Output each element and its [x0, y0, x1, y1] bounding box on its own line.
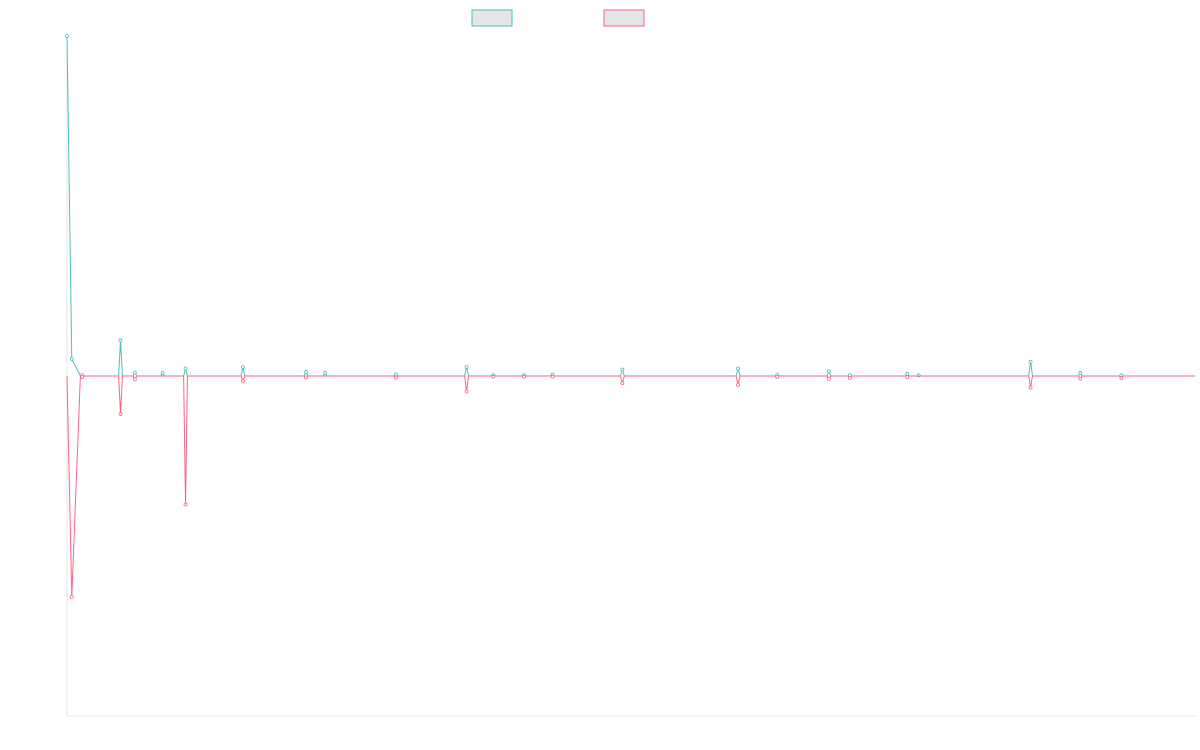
data-point	[132, 377, 137, 382]
data-point	[848, 376, 852, 380]
data-point	[1028, 359, 1033, 364]
data-point	[522, 374, 526, 379]
series-line-2	[66, 375, 1195, 598]
data-point	[393, 375, 398, 380]
plot-area	[65, 34, 1195, 599]
data-point	[736, 382, 740, 387]
data-point	[464, 365, 469, 370]
data-point	[65, 34, 69, 38]
data-point	[118, 412, 123, 416]
data-point	[118, 338, 123, 343]
data-point	[1119, 376, 1124, 380]
data-point	[69, 595, 74, 599]
data-point	[304, 370, 308, 374]
data-point	[183, 366, 188, 371]
data-point	[160, 370, 165, 375]
data-point	[826, 376, 831, 381]
data-point	[132, 370, 137, 375]
data-point	[393, 372, 398, 377]
data-point	[491, 374, 496, 379]
legend-swatch-series-1[interactable]	[471, 9, 513, 27]
data-point	[905, 372, 910, 376]
data-point	[240, 379, 245, 384]
legend-swatch-series-2[interactable]	[603, 9, 645, 27]
data-point	[1078, 376, 1083, 381]
data-point	[80, 375, 85, 379]
data-point	[1078, 371, 1083, 375]
data-point	[775, 375, 780, 379]
data-point	[323, 370, 328, 375]
data-point	[550, 374, 555, 379]
data-point	[240, 365, 245, 370]
data-point	[620, 367, 625, 372]
data-point	[736, 366, 740, 371]
data-point	[905, 375, 910, 379]
data-point	[69, 357, 74, 361]
legend[interactable]	[471, 9, 645, 27]
series-line-1	[66, 35, 1195, 377]
data-point	[464, 389, 469, 394]
data-point	[620, 381, 625, 386]
data-point	[826, 369, 831, 374]
data-point	[1028, 385, 1033, 390]
data-point	[304, 375, 308, 380]
data-point	[183, 502, 188, 507]
